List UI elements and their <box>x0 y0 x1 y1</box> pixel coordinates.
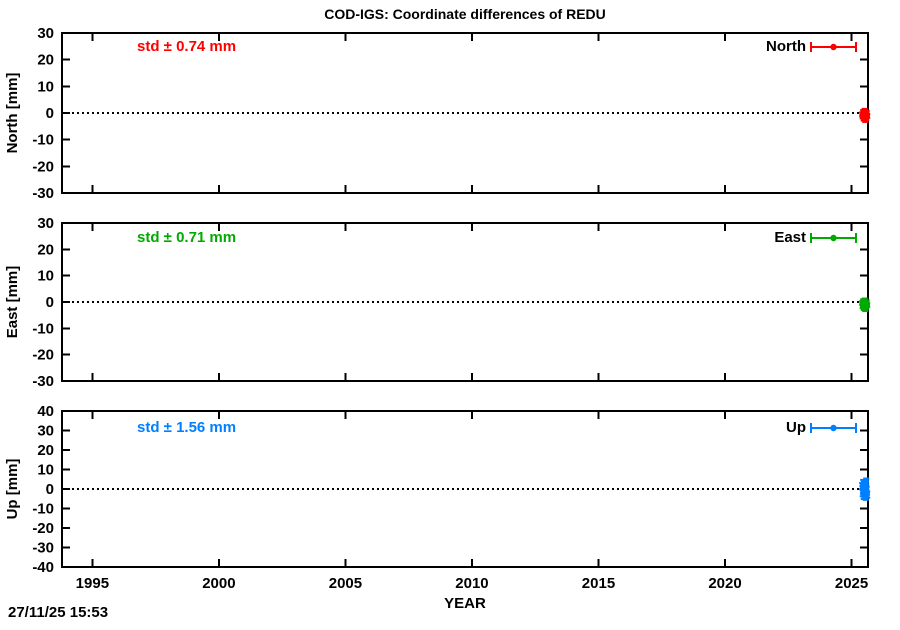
legend-label-north: North <box>766 38 806 55</box>
y-tick-label: 40 <box>37 403 54 420</box>
legend-sample <box>810 423 857 433</box>
timestamp-label: 27/11/25 15:53 <box>8 604 109 621</box>
x-tick-label: 2020 <box>708 575 742 592</box>
chart-title: COD-IGS: Coordinate differences of REDU <box>324 6 606 22</box>
y-axis-label-up: Up [mm] <box>4 458 21 520</box>
x-tick-label: 2010 <box>455 575 489 592</box>
y-tick-label: -20 <box>32 158 54 175</box>
y-tick-label: -40 <box>32 559 54 576</box>
y-tick-label: -30 <box>32 373 54 390</box>
y-axis-label-north: North [mm] <box>4 72 21 154</box>
y-tick-label: 30 <box>37 25 54 42</box>
y-axis-label-east: East [mm] <box>4 265 21 339</box>
y-tick-label: -20 <box>32 520 54 537</box>
data-point <box>863 477 870 486</box>
y-tick-label: -30 <box>32 540 54 557</box>
y-tick-label: -10 <box>32 132 54 149</box>
std-annotation-east: std ± 0.71 mm <box>137 229 237 246</box>
data-point <box>864 112 871 119</box>
y-tick-label: -20 <box>32 347 54 364</box>
y-tick-label: 20 <box>37 241 54 258</box>
data-point <box>864 302 871 309</box>
legend-sample <box>810 42 857 52</box>
y-tick-label: -10 <box>32 320 54 337</box>
x-axis-label: YEAR <box>444 595 486 612</box>
y-tick-label: 0 <box>46 105 54 122</box>
legend-label-up: Up <box>786 419 806 436</box>
y-tick-label: 20 <box>37 52 54 69</box>
x-tick-label: 2005 <box>328 575 363 592</box>
y-tick-label: 30 <box>37 215 54 232</box>
y-tick-label: 30 <box>37 423 54 440</box>
legend-sample <box>810 233 857 243</box>
data-point <box>864 490 871 499</box>
y-tick-label: -30 <box>32 185 54 202</box>
x-tick-label: 2000 <box>202 575 236 592</box>
y-tick-label: 0 <box>46 481 54 498</box>
x-tick-label: 1995 <box>75 575 110 592</box>
y-tick-label: 10 <box>37 78 54 95</box>
y-tick-label: 10 <box>37 462 54 479</box>
x-tick-label: 2015 <box>581 575 616 592</box>
y-tick-label: -10 <box>32 501 54 518</box>
legend-label-east: East <box>774 229 806 246</box>
y-tick-label: 20 <box>37 442 54 459</box>
x-tick-label: 2025 <box>834 575 869 592</box>
std-annotation-north: std ± 0.74 mm <box>137 38 237 55</box>
y-tick-label: 0 <box>46 294 54 311</box>
y-tick-label: 10 <box>37 268 54 285</box>
std-annotation-up: std ± 1.56 mm <box>137 419 237 436</box>
